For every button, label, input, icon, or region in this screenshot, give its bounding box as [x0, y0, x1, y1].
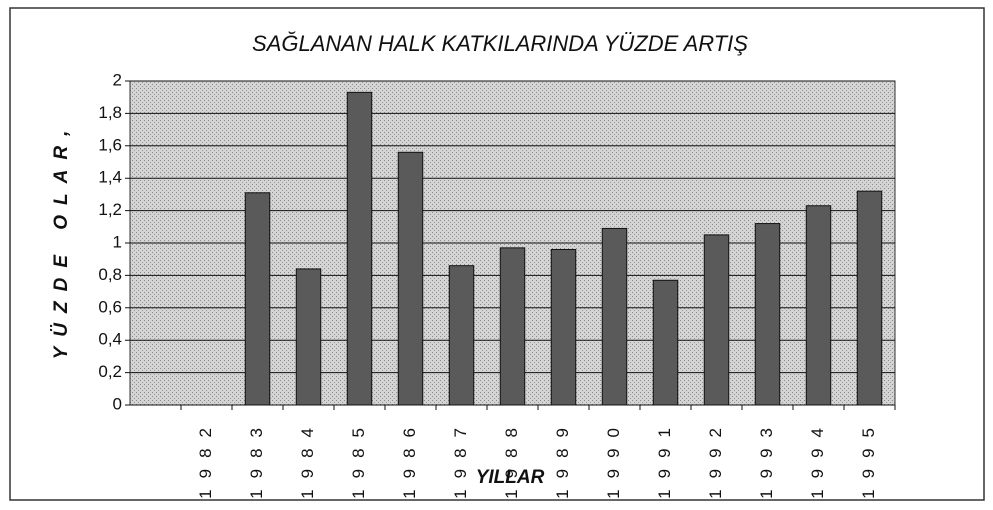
y-tick-label: 1,4 — [98, 168, 122, 187]
bar — [805, 205, 832, 406]
bar — [346, 91, 373, 406]
bar — [601, 227, 628, 406]
y-tick-label: 1,2 — [98, 200, 122, 219]
bar — [295, 268, 322, 406]
y-tick-label: 0,2 — [98, 362, 122, 381]
bar — [652, 279, 679, 406]
x-tick-label: 1985 — [349, 417, 368, 499]
x-tick-label: 1992 — [706, 417, 725, 499]
bar — [703, 234, 730, 406]
x-tick-label: 1993 — [757, 417, 776, 499]
bar — [397, 151, 424, 406]
y-tick-label: 0 — [113, 394, 122, 413]
y-axis-label: YÜZDE OLAR, — [51, 121, 72, 360]
bar — [244, 192, 271, 406]
x-tick-label: 1986 — [400, 417, 419, 499]
x-tick-label: 1991 — [655, 417, 674, 499]
y-tick-label: 1 — [113, 232, 122, 251]
x-tick-label: 1982 — [196, 417, 215, 499]
chart-title: SAĞLANAN HALK KATKILARINDA YÜZDE ARTIŞ — [252, 31, 748, 56]
bar — [856, 190, 883, 406]
y-tick-label: 0,6 — [98, 297, 122, 316]
x-tick-label: 1988 — [502, 417, 521, 499]
x-tick-label: 1983 — [247, 417, 266, 499]
x-axis-label: YILLAR — [476, 467, 545, 488]
y-tick-label: 0,4 — [98, 330, 122, 349]
bar — [499, 247, 526, 406]
bar — [448, 265, 475, 406]
bar — [550, 248, 577, 406]
x-tick-label: 1987 — [451, 417, 470, 499]
bar — [754, 223, 781, 406]
y-tick-label: 1,8 — [98, 103, 122, 122]
x-tick-label: 1989 — [553, 417, 572, 499]
x-tick-label: 1995 — [859, 417, 878, 499]
x-tick-label: 1990 — [604, 417, 623, 499]
x-tick-label: 1984 — [298, 417, 317, 499]
y-tick-label: 0,8 — [98, 265, 122, 284]
y-tick-label: 2 — [113, 70, 122, 89]
y-tick-label: 1,6 — [98, 135, 122, 154]
x-tick-label: 1994 — [808, 417, 827, 499]
